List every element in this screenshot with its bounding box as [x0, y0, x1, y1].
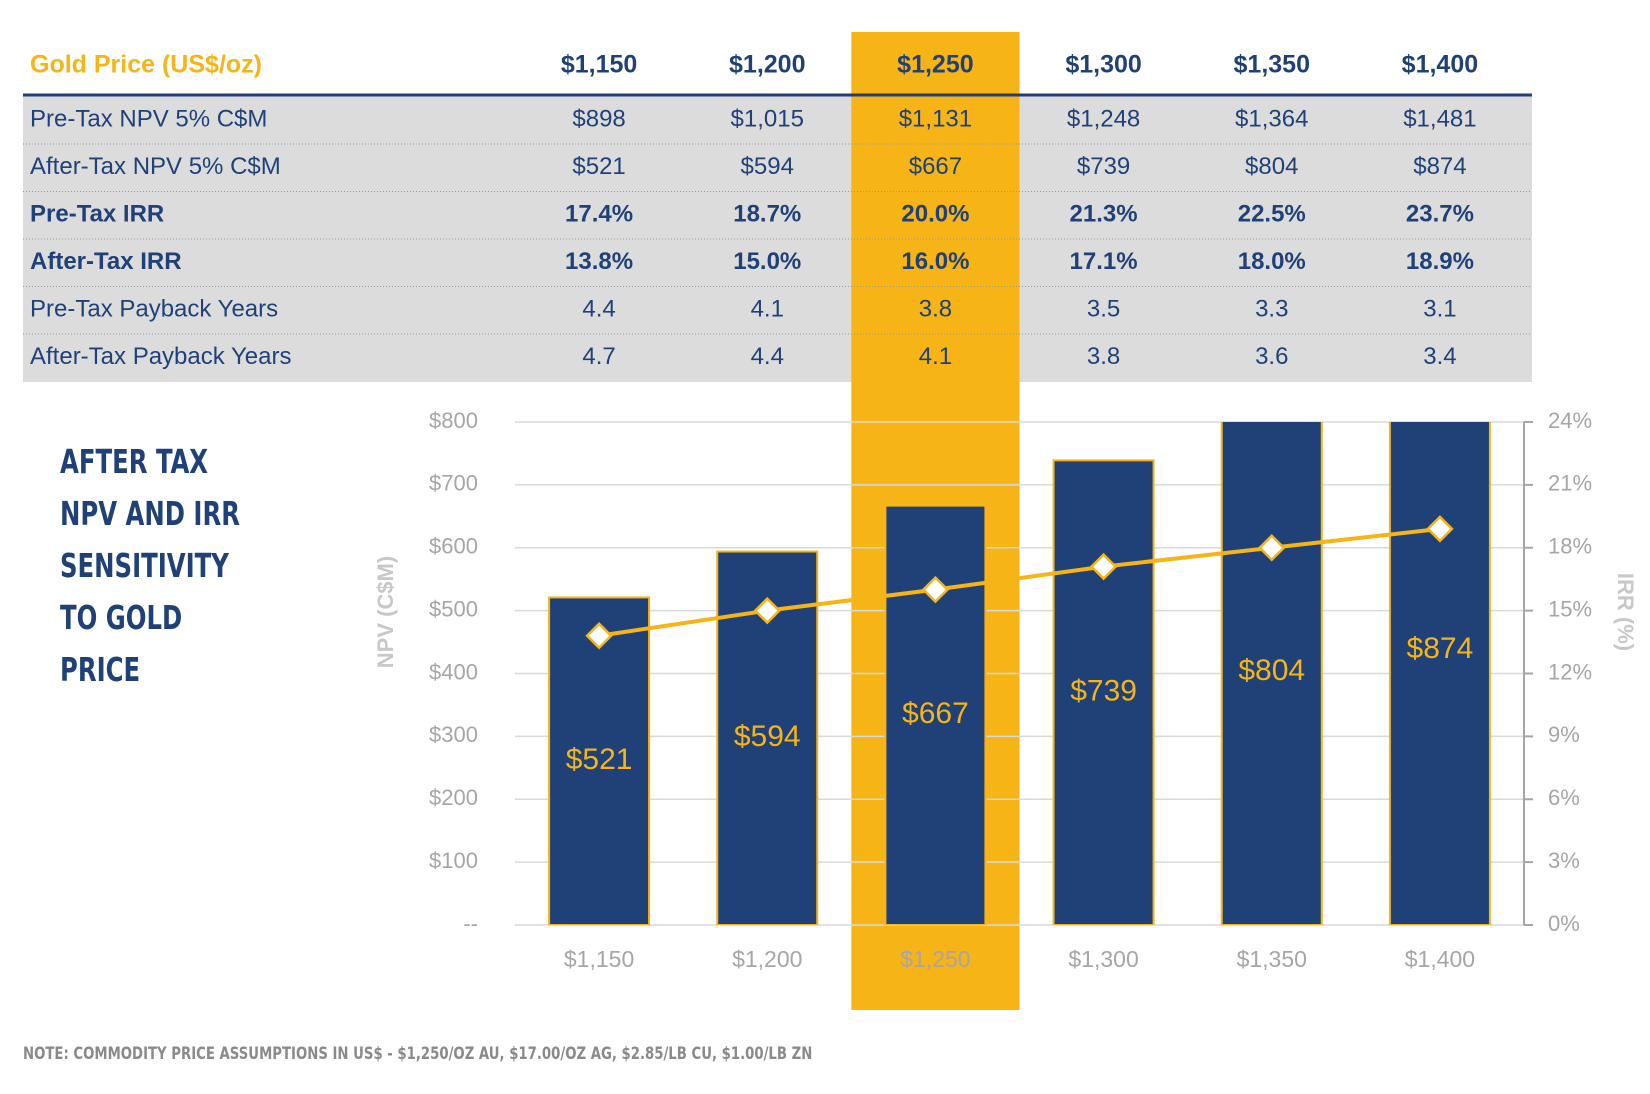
cell: 17.4% — [565, 200, 633, 227]
cell: 4.4 — [582, 295, 615, 322]
column-header: $1,150 — [561, 51, 637, 79]
cell: 23.7% — [1406, 200, 1474, 227]
marker — [1257, 533, 1286, 562]
y2-tick-label: 21% — [1548, 471, 1592, 496]
cell: 3.6 — [1255, 343, 1288, 370]
y-tick-label: $300 — [429, 722, 478, 747]
data-label: $594 — [734, 720, 801, 753]
y2-tick-label: 3% — [1548, 848, 1580, 873]
bar — [1220, 422, 1323, 925]
cell: $739 — [1077, 153, 1130, 180]
cell: 4.1 — [919, 343, 952, 370]
column-header: $1,250 — [897, 51, 973, 79]
row-label: Pre-Tax IRR — [30, 200, 164, 227]
note: NOTE: COMMODITY PRICE ASSUMPTIONS IN US$… — [23, 1044, 813, 1064]
chart-title: AFTER TAX NPV AND IRR SENSITIVITY TO GOL… — [60, 442, 240, 689]
row-label: After-Tax NPV 5% C$M — [30, 153, 281, 180]
y-tick-label: $800 — [429, 408, 478, 433]
cell: $1,248 — [1067, 105, 1140, 132]
y-tick-label: $100 — [429, 848, 478, 873]
y2-tick-label: 15% — [1548, 596, 1592, 621]
cell: $874 — [1413, 153, 1466, 180]
marker — [1089, 552, 1118, 581]
data-label: $874 — [1407, 632, 1474, 665]
header-label: Gold Price (US$/oz) — [30, 51, 262, 79]
cell: 13.8% — [565, 248, 633, 275]
column-header: $1,200 — [729, 51, 805, 79]
cell: 20.0% — [901, 200, 969, 227]
data-label: $804 — [1238, 654, 1305, 687]
x-tick-label: $1,250 — [900, 946, 970, 972]
y2-axis-title: IRR (%) — [1613, 573, 1638, 651]
x-tick-label: $1,150 — [564, 946, 634, 972]
bar — [548, 596, 651, 925]
cell: 3.5 — [1087, 295, 1120, 322]
row-label: Pre-Tax Payback Years — [30, 295, 278, 322]
y2-tick-label: 24% — [1548, 408, 1592, 433]
column-header: $1,400 — [1402, 51, 1478, 79]
marker — [921, 575, 950, 604]
cell: $1,481 — [1403, 105, 1476, 132]
cell: 18.7% — [733, 200, 801, 227]
bars — [548, 422, 1491, 925]
cell: 16.0% — [901, 248, 969, 275]
x-tick-label: $1,350 — [1237, 946, 1307, 972]
y-tick-label: $500 — [429, 596, 478, 621]
bar — [1052, 459, 1155, 925]
y-axis-title: NPV (C$M) — [373, 556, 398, 668]
row-label: After-Tax IRR — [30, 248, 182, 275]
cell: 4.7 — [582, 343, 615, 370]
row-label: Pre-Tax NPV 5% C$M — [30, 105, 267, 132]
marker — [1426, 515, 1454, 543]
line — [598, 526, 1441, 638]
cell: $594 — [741, 153, 794, 180]
y2-tick-label: 6% — [1548, 785, 1580, 810]
y2-tick-label: 12% — [1548, 659, 1592, 684]
cell: $1,364 — [1235, 105, 1308, 132]
cell: 22.5% — [1238, 200, 1306, 227]
cell: $898 — [572, 105, 625, 132]
column-header: $1,300 — [1065, 51, 1141, 79]
table-bg — [23, 95, 1532, 382]
marker — [585, 622, 613, 650]
y-tick-label: -- — [463, 911, 478, 936]
data-label: $739 — [1070, 675, 1137, 708]
cell: $667 — [909, 153, 962, 180]
cell: 15.0% — [733, 248, 801, 275]
cell: 4.4 — [751, 343, 784, 370]
cell: $804 — [1245, 153, 1298, 180]
cell: 18.0% — [1238, 248, 1306, 275]
cell: $1,015 — [731, 105, 804, 132]
x-tick-label: $1,400 — [1405, 946, 1475, 972]
cell: $1,131 — [899, 105, 972, 132]
bar — [884, 504, 987, 925]
cell: 4.1 — [751, 295, 784, 322]
y2-tick-label: 18% — [1548, 534, 1592, 559]
cell: 3.8 — [919, 295, 952, 322]
cell: $521 — [572, 153, 625, 180]
x-tick-label: $1,200 — [732, 946, 802, 972]
data-label: $521 — [566, 743, 633, 776]
cell: 3.8 — [1087, 343, 1120, 370]
y-tick-label: $700 — [429, 471, 478, 496]
row-label: After-Tax Payback Years — [30, 343, 291, 370]
y2-tick-label: 9% — [1548, 722, 1580, 747]
y-tick-label: $200 — [429, 785, 478, 810]
column-header: $1,350 — [1234, 51, 1310, 79]
cell: 18.9% — [1406, 248, 1474, 275]
y-tick-label: $600 — [429, 534, 478, 559]
cell: 3.4 — [1423, 343, 1456, 370]
data-label: $667 — [902, 697, 969, 730]
cell: 21.3% — [1070, 200, 1138, 227]
cell: 3.3 — [1255, 295, 1288, 322]
y2-tick-label: 0% — [1548, 911, 1580, 936]
marker — [753, 596, 782, 625]
x-tick-label: $1,300 — [1068, 946, 1138, 972]
cell: 17.1% — [1070, 248, 1138, 275]
cell: 3.1 — [1423, 295, 1456, 322]
y-tick-label: $400 — [429, 659, 478, 684]
bar — [1388, 422, 1491, 925]
